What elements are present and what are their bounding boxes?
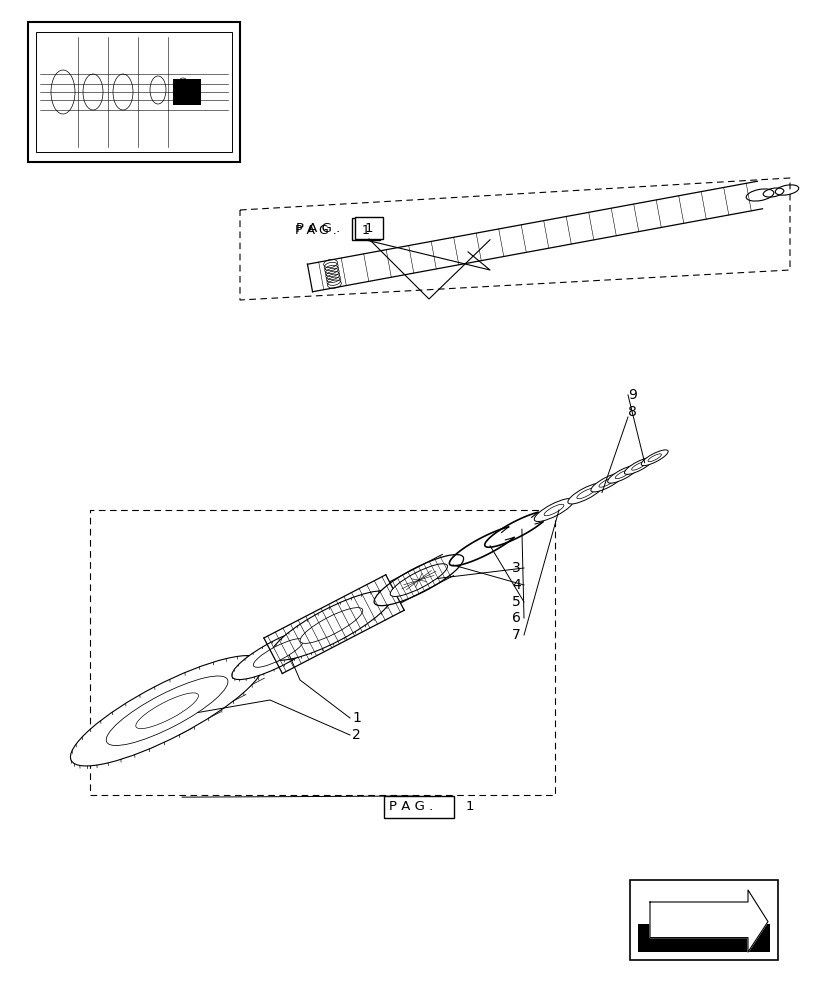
Bar [28, 22, 240, 162]
Bar [173, 79, 201, 105]
Ellipse shape [374, 555, 463, 606]
Ellipse shape [533, 498, 573, 522]
Ellipse shape [390, 564, 447, 596]
Ellipse shape [70, 656, 264, 766]
Ellipse shape [614, 470, 630, 479]
Text: 7: 7 [511, 628, 520, 642]
Text: 6: 6 [511, 611, 520, 625]
Ellipse shape [253, 639, 303, 667]
Bar [36, 32, 232, 152]
Bar [384, 796, 453, 818]
Text: 1: 1 [365, 222, 373, 234]
Ellipse shape [232, 626, 324, 680]
Text: P A G .: P A G . [389, 800, 433, 814]
Text: 2: 2 [351, 728, 361, 742]
Text: 1: 1 [351, 711, 361, 725]
Text: 1: 1 [361, 225, 370, 237]
Text: 1: 1 [466, 800, 474, 814]
Text: 9: 9 [627, 388, 636, 402]
Bar [629, 880, 777, 960]
Text: 3: 3 [511, 561, 520, 575]
Ellipse shape [576, 488, 594, 499]
Text: 8: 8 [627, 405, 636, 419]
Text: 5: 5 [511, 595, 520, 609]
Ellipse shape [543, 504, 563, 516]
Ellipse shape [270, 591, 392, 660]
Ellipse shape [136, 693, 198, 729]
Bar [638, 924, 769, 952]
Ellipse shape [598, 478, 614, 487]
Ellipse shape [631, 462, 645, 470]
Ellipse shape [106, 676, 227, 746]
Ellipse shape [648, 454, 661, 462]
Text: P A G .: P A G . [295, 222, 340, 234]
Bar [351, 218, 380, 240]
Ellipse shape [624, 458, 653, 474]
Ellipse shape [640, 450, 667, 466]
Text: 4: 4 [511, 578, 520, 592]
Ellipse shape [567, 483, 603, 504]
Ellipse shape [299, 608, 362, 643]
Text: P A G .: P A G . [294, 224, 337, 236]
Ellipse shape [590, 473, 623, 492]
Polygon shape [649, 890, 767, 952]
Ellipse shape [607, 465, 638, 483]
Bar [355, 217, 383, 239]
